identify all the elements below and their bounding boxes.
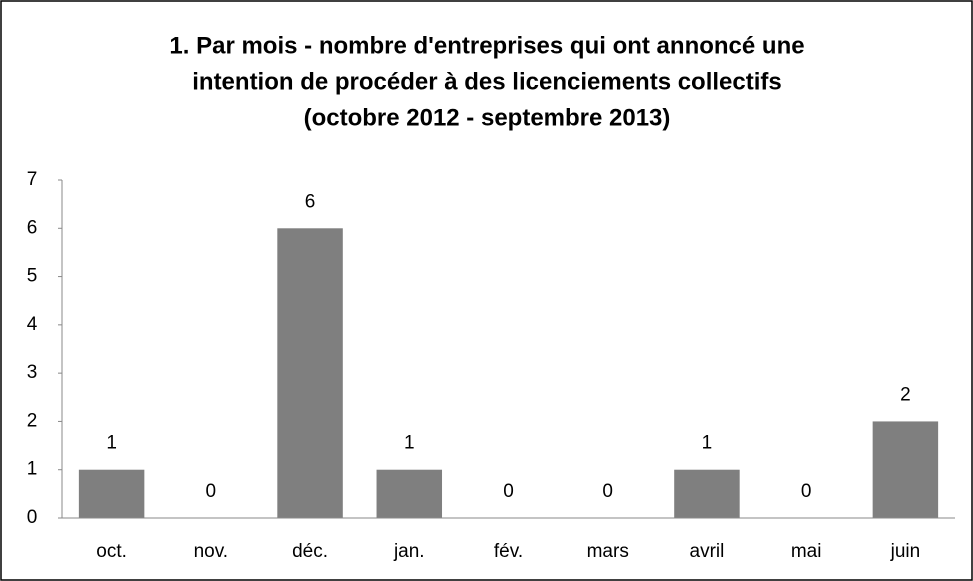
data-label: 1: [702, 433, 713, 454]
y-tick-label: 4: [27, 314, 38, 335]
x-tick-label: mai: [791, 541, 822, 562]
x-tick-label: avril: [690, 541, 725, 562]
x-tick-label: juin: [890, 541, 921, 562]
data-label: 0: [206, 481, 217, 502]
x-tick-label: oct.: [96, 541, 127, 562]
chart-title: 1. Par mois - nombre d'entreprises qui o…: [169, 32, 804, 59]
x-tick-label: fév.: [494, 541, 523, 562]
bar: [376, 469, 443, 518]
bar: [78, 469, 145, 518]
x-tick-label: mars: [587, 541, 629, 562]
x-tick-label: jan.: [393, 541, 425, 562]
x-tick-label: nov.: [194, 541, 229, 562]
bar: [674, 469, 740, 518]
bar: [872, 421, 939, 518]
y-tick-label: 0: [27, 507, 38, 528]
y-tick-label: 1: [27, 459, 38, 480]
data-label: 1: [404, 433, 415, 454]
y-tick-label: 7: [27, 169, 38, 190]
y-tick-label: 5: [27, 266, 38, 287]
x-tick-label: déc.: [292, 541, 328, 562]
data-label: 0: [602, 481, 613, 502]
data-label: 0: [801, 481, 812, 502]
y-tick-label: 6: [27, 217, 38, 238]
data-label: 1: [106, 433, 117, 454]
data-label: 6: [305, 191, 316, 212]
y-tick-label: 2: [27, 410, 38, 431]
data-label: 2: [900, 384, 911, 405]
chart-title: (octobre 2012 - septembre 2013): [304, 104, 671, 131]
y-tick-label: 3: [27, 362, 38, 383]
data-label: 0: [503, 481, 514, 502]
chart-title: intention de procéder à des licenciement…: [192, 68, 782, 95]
bar: [277, 228, 343, 519]
